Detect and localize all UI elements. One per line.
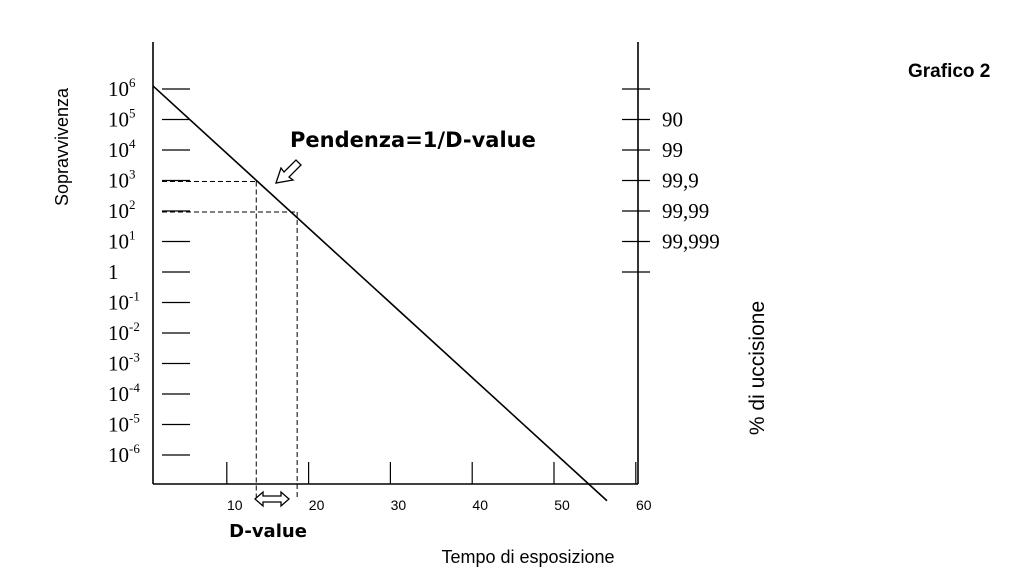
d-value-label: D-value	[229, 521, 307, 542]
y-tick-label: 10-3	[108, 350, 140, 376]
y2-tick-label: 99,99	[662, 199, 709, 223]
y-tick-exponent: 5	[129, 106, 136, 121]
y-tick-label: 101	[108, 228, 136, 254]
y-axis-label: Sopravvivenza	[52, 87, 72, 206]
y2-kill-ticks: 90 99 99,9 99,99 99,999	[622, 88, 720, 273]
chart-title: Grafico 2	[908, 61, 990, 82]
y2-tick-label: 99	[662, 138, 683, 162]
axes	[152, 42, 639, 485]
y-tick-base: 10	[108, 108, 129, 132]
y-tick-exponent: -3	[129, 350, 140, 365]
y-tick-base: 10	[108, 169, 129, 193]
y-tick-base: 10	[108, 413, 129, 437]
y-tick-exponent: 4	[129, 136, 136, 151]
y-tick-base: 10	[108, 138, 129, 162]
y-log-ticks: 106105104103102101110-110-210-310-410-51…	[108, 75, 190, 467]
y-tick-base: 1	[108, 260, 119, 284]
y-tick-base: 10	[108, 382, 129, 406]
y-tick-exponent: -6	[129, 441, 140, 456]
x-tick-label: 10	[227, 497, 243, 513]
x-axis-label: Tempo di esposizione	[441, 547, 614, 567]
d-value-guides	[162, 181, 298, 498]
y-tick-label: 10-6	[108, 441, 140, 467]
x-ticks: 10 20 30 40 50 60	[226, 462, 652, 513]
y2-tick-label: 99,999	[662, 230, 720, 254]
series-line	[152, 85, 608, 502]
y-tick-label: 10-5	[108, 411, 140, 437]
y-tick-exponent: 1	[129, 228, 136, 243]
y-tick-label: 10-2	[108, 319, 140, 345]
annotations: Pendenza=1/D-value D-value	[229, 128, 536, 542]
y-tick-base: 10	[108, 77, 129, 101]
y-tick-label: 1	[108, 260, 119, 284]
y-tick-exponent: -4	[129, 380, 140, 395]
y-tick-label: 10-4	[108, 380, 140, 406]
y-tick-exponent: 6	[129, 75, 136, 90]
y-tick-label: 106	[108, 75, 136, 101]
y-tick-base: 10	[108, 230, 129, 254]
slope-label: Pendenza=1/D-value	[290, 128, 536, 152]
x-tick-label: 40	[472, 497, 488, 513]
y-tick-label: 10-1	[108, 289, 140, 315]
y2-tick-label: 90	[662, 108, 683, 132]
y-tick-exponent: -1	[129, 289, 140, 304]
y-tick-label: 105	[108, 106, 136, 132]
y-tick-exponent: -5	[129, 411, 140, 426]
d-value-arrow-icon	[254, 490, 290, 508]
series	[152, 85, 608, 502]
y2-axis-label: % di uccisione	[746, 301, 769, 435]
y-tick-exponent: 3	[129, 167, 136, 182]
y-tick-label: 103	[108, 167, 136, 193]
y-tick-base: 10	[108, 321, 129, 345]
y-tick-base: 10	[108, 352, 129, 376]
slope-arrow-icon	[275, 159, 302, 184]
x-tick-label: 20	[309, 497, 325, 513]
x-tick-label: 30	[391, 497, 407, 513]
x-tick-label: 60	[636, 497, 652, 513]
y-tick-base: 10	[108, 291, 129, 315]
y2-tick-label: 99,9	[662, 169, 699, 193]
y-tick-exponent: 2	[129, 197, 136, 212]
y-tick-label: 104	[108, 136, 136, 162]
y-tick-base: 10	[108, 199, 129, 223]
y-tick-label: 102	[108, 197, 136, 223]
y-tick-base: 10	[108, 443, 129, 467]
y-tick-exponent: -2	[129, 319, 140, 334]
x-tick-label: 50	[554, 497, 570, 513]
